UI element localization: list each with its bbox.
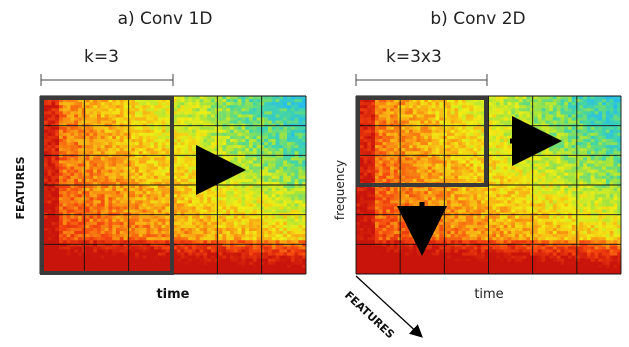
panel-a: a) Conv 1D k=3 FEATURES time: [14, 9, 307, 302]
panel-b-x-label: time: [474, 287, 503, 302]
panel-b-kernel-bracket: [356, 74, 487, 86]
panel-b-title: b) Conv 2D: [430, 9, 525, 29]
panel-b-kernel-label: k=3x3: [386, 47, 442, 67]
panel-a-y-label: FEATURES: [14, 156, 27, 219]
panel-a-title: a) Conv 1D: [118, 9, 213, 29]
panel-a-kernel-bracket: [41, 74, 173, 86]
panel-b: b) Conv 2D k=3x3 frequency time FEATURES: [333, 9, 622, 341]
panel-b-y-label: frequency: [333, 160, 347, 220]
panel-b-depth-label: FEATURES: [342, 289, 397, 342]
panel-a-kernel-label: k=3: [84, 47, 119, 67]
panel-a-x-label: time: [156, 287, 189, 302]
